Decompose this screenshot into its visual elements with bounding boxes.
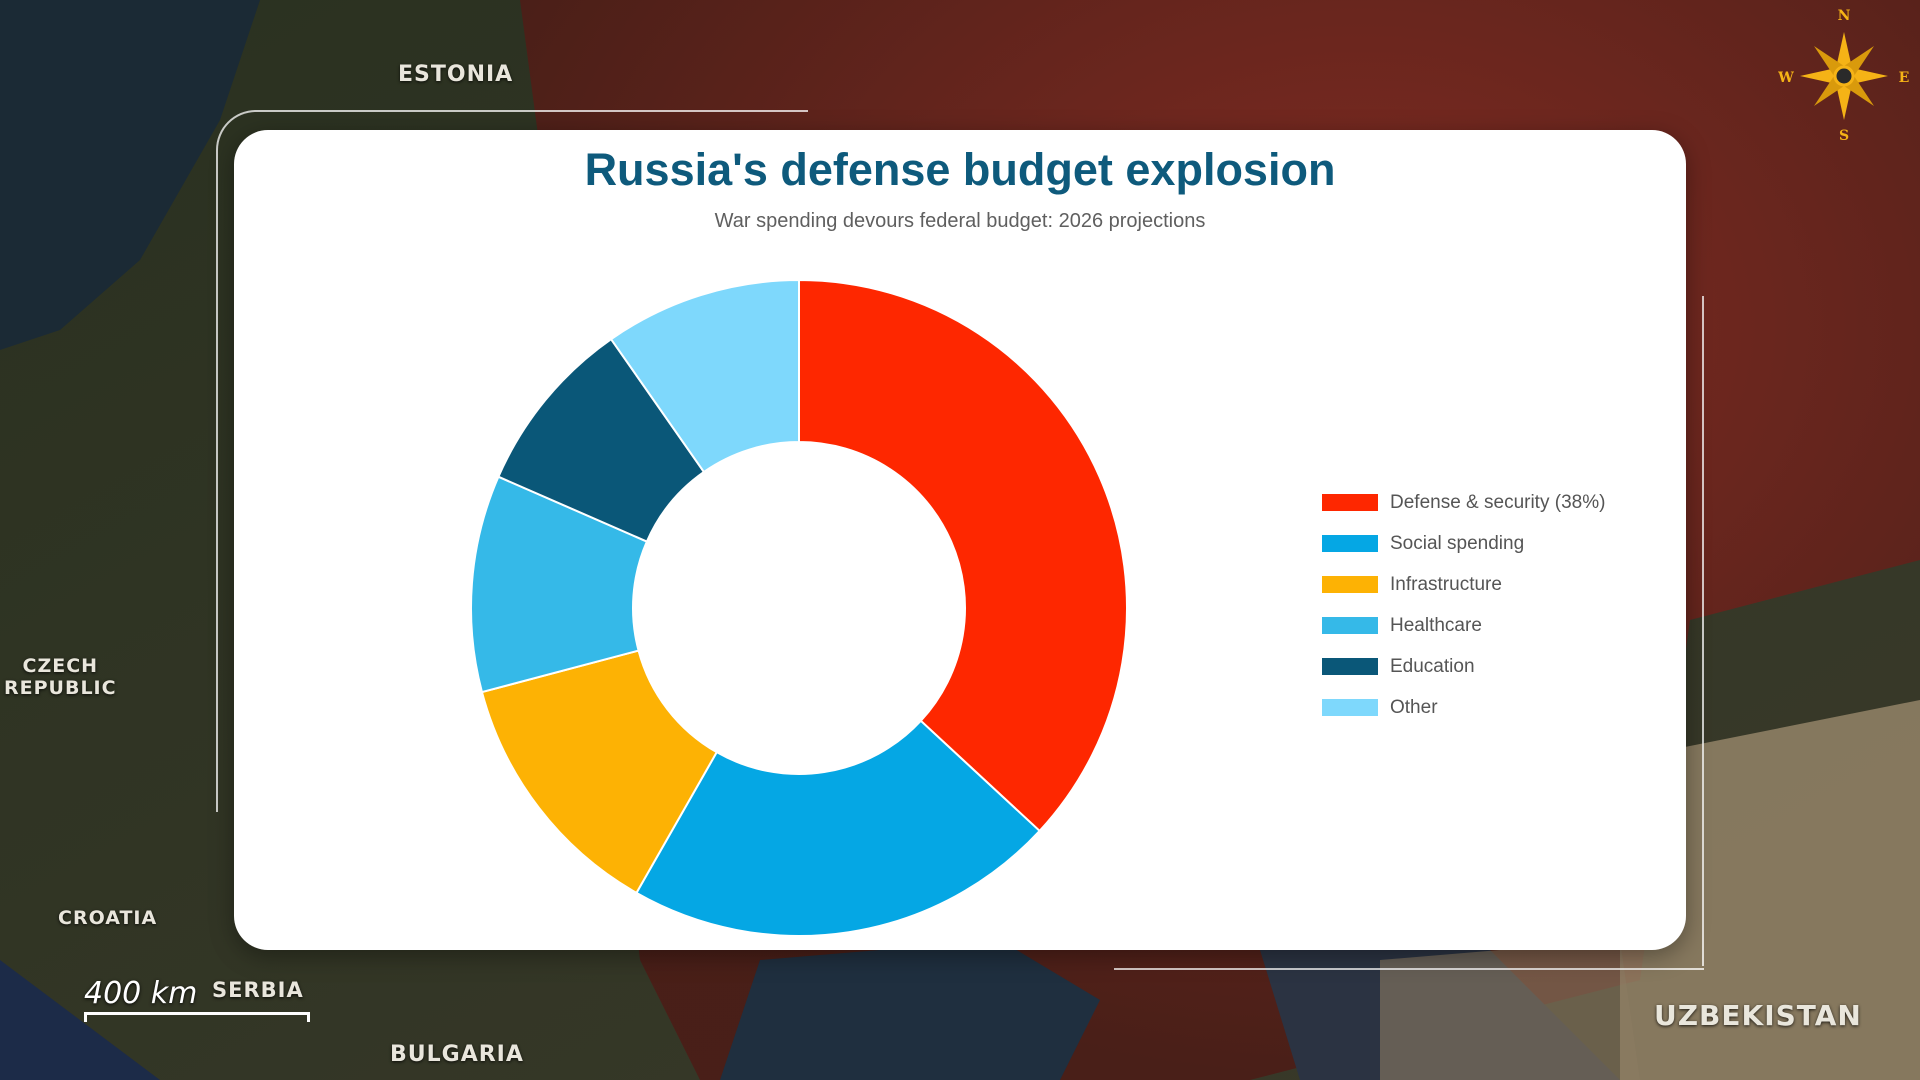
compass-rose-icon: N S E W: [1777, 8, 1910, 144]
compass-n: N: [1838, 8, 1851, 24]
donut-slice-1: [635, 719, 1042, 937]
donut-slice-0: [798, 278, 1128, 833]
legend-item-5: Other: [1322, 687, 1605, 728]
map-scale-label: 400 km: [84, 976, 198, 1011]
chart-legend: Defense & security (38%) Social spending I…: [1322, 482, 1605, 728]
legend-label-5: Other: [1390, 696, 1438, 718]
compass-w: W: [1777, 70, 1794, 86]
compass-e: E: [1899, 70, 1910, 86]
map-label-croatia: CROATIA: [58, 907, 158, 929]
donut-chart: [470, 278, 1128, 937]
legend-swatch-5: [1322, 699, 1378, 716]
legend-item-0: Defense & security (38%): [1322, 482, 1605, 523]
map-label-czech-republic: CZECH REPUBLIC: [4, 655, 117, 699]
legend-item-4: Education: [1322, 646, 1605, 687]
map-label-estonia: ESTONIA: [398, 62, 514, 87]
legend-label-0: Defense & security (38%): [1390, 491, 1606, 513]
legend-label-3: Healthcare: [1390, 614, 1482, 636]
map-scale-bar: [84, 1012, 310, 1022]
legend-swatch-3: [1322, 617, 1378, 634]
chart-card: Russia's defense budget explosion War sp…: [234, 130, 1686, 950]
chart-title: Russia's defense budget explosion: [584, 144, 1336, 195]
map-label-bulgaria: BULGARIA: [390, 1042, 524, 1067]
legend-item-1: Social spending: [1322, 523, 1605, 564]
legend-swatch-2: [1322, 576, 1378, 593]
legend-item-2: Infrastructure: [1322, 564, 1605, 605]
frame-line-right: [1702, 296, 1704, 966]
legend-swatch-1: [1322, 535, 1378, 552]
donut-slice-5: [609, 278, 800, 474]
donut-slice-2: [480, 649, 719, 895]
frame-line-top-left: [216, 110, 808, 812]
compass-s: S: [1839, 128, 1849, 144]
legend-label-1: Social spending: [1390, 532, 1525, 554]
chart-subtitle: War spending devours federal budget: 202…: [714, 210, 1206, 232]
legend-item-3: Healthcare: [1322, 605, 1605, 646]
legend-swatch-4: [1322, 658, 1378, 675]
legend-label-2: Infrastructure: [1390, 573, 1502, 595]
legend-swatch-0: [1322, 494, 1378, 511]
map-label-uzbekistan: UZBEKISTAN: [1654, 999, 1862, 1032]
legend-label-4: Education: [1390, 655, 1475, 677]
frame-line-bottom: [1114, 968, 1704, 970]
map-label-serbia: SERBIA: [212, 978, 304, 1002]
